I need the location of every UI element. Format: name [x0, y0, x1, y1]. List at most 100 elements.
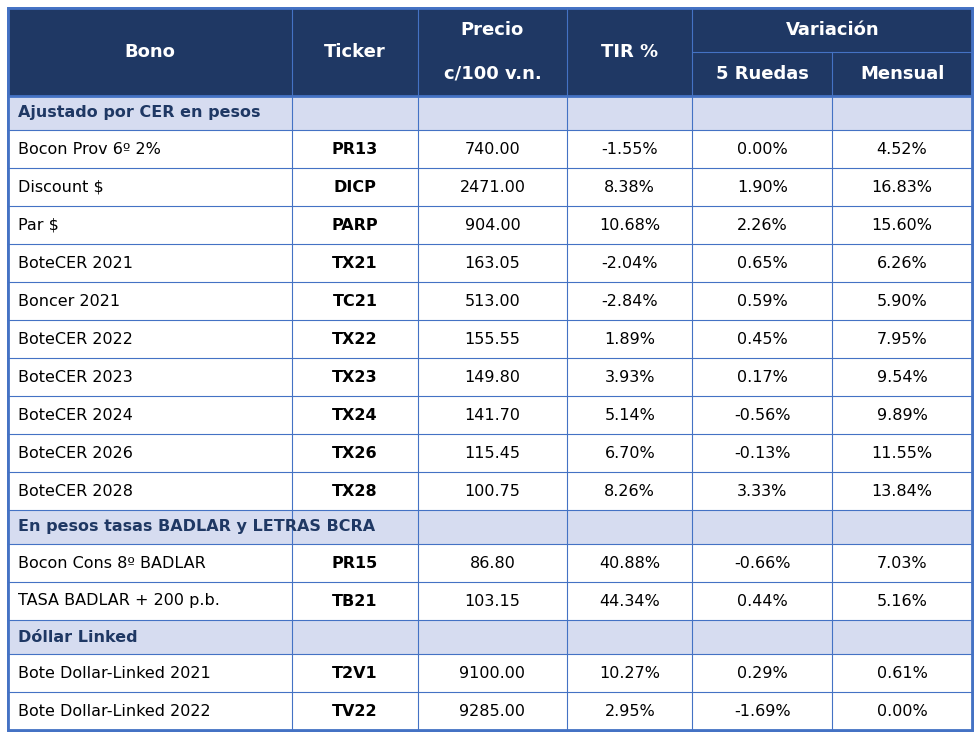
Text: 8.26%: 8.26% — [605, 484, 656, 498]
Text: -0.13%: -0.13% — [734, 445, 791, 461]
Text: 2471.00: 2471.00 — [460, 180, 525, 194]
Text: 1.90%: 1.90% — [737, 180, 788, 194]
Text: 9285.00: 9285.00 — [460, 704, 525, 718]
Text: 15.60%: 15.60% — [871, 218, 933, 233]
Text: BoteCER 2026: BoteCER 2026 — [18, 445, 133, 461]
Text: 0.61%: 0.61% — [877, 665, 927, 681]
Text: 2.26%: 2.26% — [737, 218, 788, 233]
Text: TX28: TX28 — [332, 484, 378, 498]
Text: -0.56%: -0.56% — [734, 408, 791, 422]
Text: 3.33%: 3.33% — [737, 484, 788, 498]
Text: 11.55%: 11.55% — [871, 445, 933, 461]
Text: 3.93%: 3.93% — [605, 369, 655, 384]
Text: 16.83%: 16.83% — [871, 180, 933, 194]
Text: 0.59%: 0.59% — [737, 294, 788, 308]
Text: -1.69%: -1.69% — [734, 704, 791, 718]
Text: BoteCER 2024: BoteCER 2024 — [18, 408, 133, 422]
Bar — [8, 244, 972, 282]
Text: 115.45: 115.45 — [465, 445, 520, 461]
Text: 740.00: 740.00 — [465, 141, 520, 157]
Bar — [8, 396, 972, 434]
Text: 2.95%: 2.95% — [605, 704, 656, 718]
Bar — [8, 8, 972, 96]
Text: c/100 v.n.: c/100 v.n. — [444, 65, 541, 83]
Text: 86.80: 86.80 — [469, 556, 515, 570]
Text: TX23: TX23 — [332, 369, 378, 384]
Text: 8.38%: 8.38% — [605, 180, 656, 194]
Text: Ticker: Ticker — [324, 43, 386, 61]
Bar — [8, 320, 972, 358]
Text: T2V1: T2V1 — [332, 665, 378, 681]
Text: 7.95%: 7.95% — [877, 331, 927, 347]
Text: Discount $: Discount $ — [18, 180, 104, 194]
Text: 5.90%: 5.90% — [877, 294, 927, 308]
Text: 6.26%: 6.26% — [877, 255, 927, 271]
Text: 6.70%: 6.70% — [605, 445, 656, 461]
Bar — [8, 472, 972, 510]
Bar — [8, 510, 972, 544]
Text: -0.66%: -0.66% — [734, 556, 791, 570]
Text: TB21: TB21 — [332, 593, 378, 609]
Text: TX24: TX24 — [332, 408, 378, 422]
Text: PARP: PARP — [331, 218, 378, 233]
Text: 0.45%: 0.45% — [737, 331, 788, 347]
Text: PR15: PR15 — [332, 556, 378, 570]
Text: Bote Dollar-Linked 2021: Bote Dollar-Linked 2021 — [18, 665, 211, 681]
Text: -2.04%: -2.04% — [602, 255, 658, 271]
Bar — [8, 206, 972, 244]
Text: Ajustado por CER en pesos: Ajustado por CER en pesos — [18, 105, 261, 121]
Text: Boncer 2021: Boncer 2021 — [18, 294, 121, 308]
Text: 0.65%: 0.65% — [737, 255, 788, 271]
Text: TC21: TC21 — [332, 294, 377, 308]
Bar — [8, 620, 972, 654]
Text: -2.84%: -2.84% — [602, 294, 659, 308]
Text: 5.14%: 5.14% — [605, 408, 656, 422]
Bar — [8, 358, 972, 396]
Text: 10.68%: 10.68% — [599, 218, 661, 233]
Text: TV22: TV22 — [332, 704, 378, 718]
Bar — [8, 96, 972, 130]
Bar — [8, 130, 972, 168]
Text: 44.34%: 44.34% — [600, 593, 661, 609]
Bar — [8, 434, 972, 472]
Text: 4.52%: 4.52% — [877, 141, 927, 157]
Text: 100.75: 100.75 — [465, 484, 520, 498]
Text: 5.16%: 5.16% — [877, 593, 927, 609]
Text: TX26: TX26 — [332, 445, 378, 461]
Text: 149.80: 149.80 — [465, 369, 520, 384]
Text: Dóllar Linked: Dóllar Linked — [18, 629, 137, 645]
Bar — [8, 654, 972, 692]
Bar — [8, 168, 972, 206]
Text: 103.15: 103.15 — [465, 593, 520, 609]
Text: 163.05: 163.05 — [465, 255, 520, 271]
Bar — [8, 692, 972, 730]
Bar — [8, 582, 972, 620]
Text: 7.03%: 7.03% — [877, 556, 927, 570]
Text: Variación: Variación — [785, 21, 879, 39]
Text: BoteCER 2028: BoteCER 2028 — [18, 484, 133, 498]
Text: Mensual: Mensual — [859, 65, 945, 83]
Text: Bote Dollar-Linked 2022: Bote Dollar-Linked 2022 — [18, 704, 211, 718]
Text: BoteCER 2023: BoteCER 2023 — [18, 369, 132, 384]
Text: 0.29%: 0.29% — [737, 665, 788, 681]
Text: 9.54%: 9.54% — [877, 369, 927, 384]
Text: -1.55%: -1.55% — [602, 141, 659, 157]
Text: Bocon Cons 8º BADLAR: Bocon Cons 8º BADLAR — [18, 556, 206, 570]
Bar — [8, 544, 972, 582]
Text: TX21: TX21 — [332, 255, 378, 271]
Text: Precio: Precio — [461, 21, 524, 39]
Text: 904.00: 904.00 — [465, 218, 520, 233]
Text: 40.88%: 40.88% — [599, 556, 661, 570]
Text: BoteCER 2021: BoteCER 2021 — [18, 255, 133, 271]
Text: 9.89%: 9.89% — [877, 408, 927, 422]
Text: 0.44%: 0.44% — [737, 593, 788, 609]
Text: 1.89%: 1.89% — [605, 331, 656, 347]
Bar — [8, 282, 972, 320]
Text: 5 Ruedas: 5 Ruedas — [716, 65, 808, 83]
Text: 10.27%: 10.27% — [600, 665, 661, 681]
Text: TIR %: TIR % — [601, 43, 659, 61]
Text: PR13: PR13 — [332, 141, 378, 157]
Text: 0.17%: 0.17% — [737, 369, 788, 384]
Text: 513.00: 513.00 — [465, 294, 520, 308]
Text: 141.70: 141.70 — [465, 408, 520, 422]
